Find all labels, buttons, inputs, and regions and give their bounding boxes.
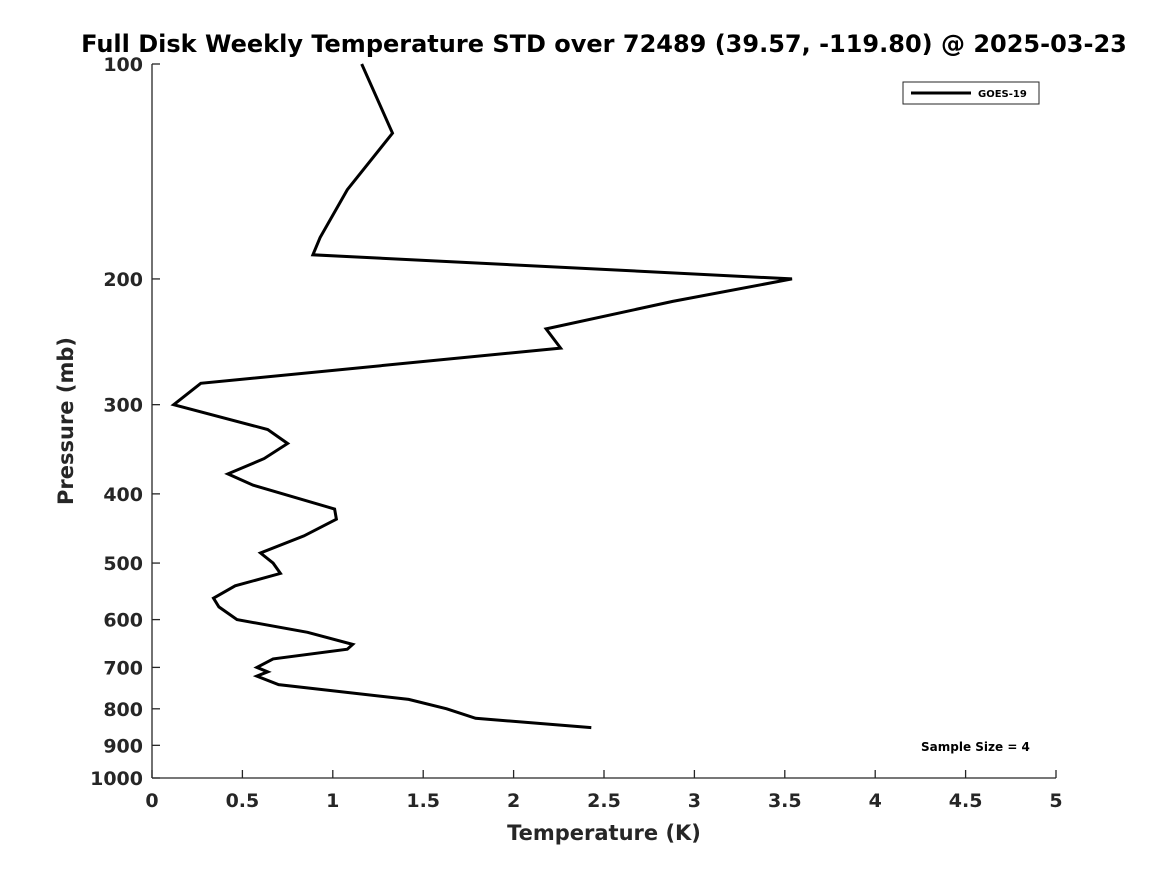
x-tick-label: 1 xyxy=(326,790,339,812)
axes xyxy=(151,64,1056,779)
x-tick-label: 3 xyxy=(688,790,701,812)
x-tick-label: 3.5 xyxy=(768,790,802,812)
y-tick-label: 1000 xyxy=(90,768,143,790)
legend-label: GOES-19 xyxy=(978,89,1027,100)
y-tick-label: 200 xyxy=(103,269,143,291)
x-tick-label: 5 xyxy=(1049,790,1062,812)
chart-title: Full Disk Weekly Temperature STD over 72… xyxy=(81,30,1127,58)
x-tick-label: 1.5 xyxy=(406,790,440,812)
x-ticks: 0 0.5 1 1.5 2 2.5 3 3.5 4 4.5 5 xyxy=(145,770,1063,812)
y-tick-label: 400 xyxy=(103,484,143,506)
y-tick-label: 900 xyxy=(103,735,143,757)
x-tick-label: 2.5 xyxy=(587,790,621,812)
y-tick-label: 800 xyxy=(103,699,143,721)
series-layer xyxy=(170,63,793,730)
y-tick-label: 100 xyxy=(103,54,143,76)
x-tick-label: 2 xyxy=(507,790,520,812)
y-ticks: 100 200 300 400 500 600 700 800 900 1000 xyxy=(90,54,160,790)
x-tick-label: 4 xyxy=(869,790,882,812)
y-tick-label: 500 xyxy=(103,553,143,575)
x-tick-label: 0.5 xyxy=(226,790,260,812)
series-line xyxy=(170,63,793,730)
y-tick-label: 700 xyxy=(103,657,143,679)
y-tick-label: 300 xyxy=(103,395,143,417)
y-tick-label: 600 xyxy=(103,610,143,632)
sample-size-annotation: Sample Size = 4 xyxy=(921,740,1030,754)
y-axis-label: Pressure (mb) xyxy=(54,337,78,505)
x-axis-label: Temperature (K) xyxy=(507,821,701,845)
x-tick-label: 4.5 xyxy=(949,790,983,812)
x-tick-label: 0 xyxy=(145,790,158,812)
legend: GOES-19 xyxy=(902,81,1040,105)
